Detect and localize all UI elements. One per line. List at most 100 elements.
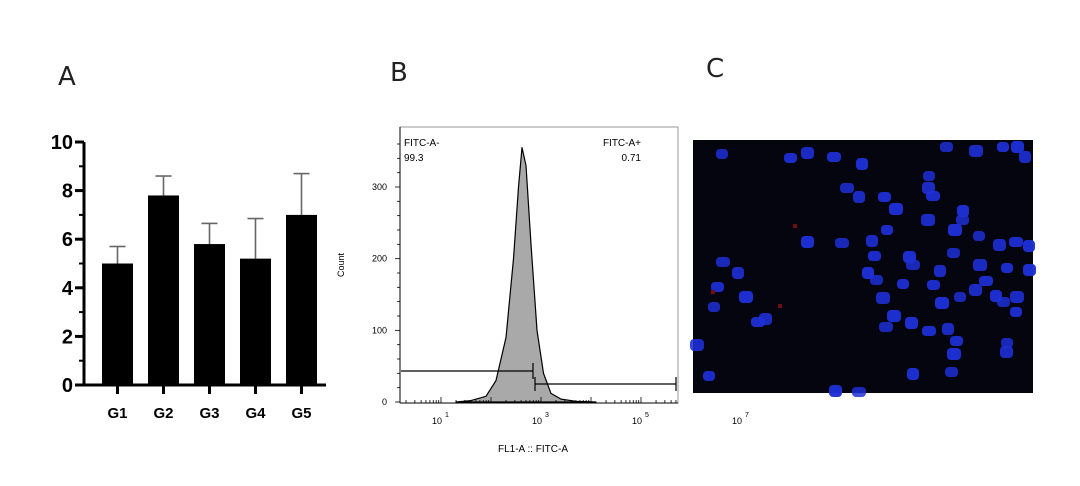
bar-y-tick-label: 2 — [62, 326, 73, 348]
nucleus — [926, 191, 940, 201]
bar-category-label: G3 — [199, 405, 219, 422]
nucleus — [1011, 141, 1024, 153]
nucleus — [905, 317, 918, 329]
nucleus — [739, 291, 753, 303]
histogram-x-tick-label: 10 — [432, 416, 442, 426]
nucleus — [868, 251, 881, 261]
histogram-y-tick-label: 0 — [382, 397, 387, 407]
nucleus — [907, 368, 919, 380]
red-speck — [778, 304, 782, 308]
red-speck — [793, 224, 797, 228]
histogram-x-tick-exponent: 3 — [545, 412, 549, 419]
bar-category-label: G1 — [107, 405, 127, 422]
nucleus — [881, 225, 893, 235]
bar-y-tick-labels: 0 2 4 6 8 10 — [51, 132, 74, 397]
histogram-x-tick-label: 10 — [632, 416, 642, 426]
nucleus — [947, 248, 960, 258]
histogram-area — [455, 147, 597, 403]
nucleus — [716, 257, 730, 267]
nucleus — [862, 267, 874, 279]
nucleus — [1010, 291, 1024, 303]
nucleus — [1019, 151, 1031, 163]
nucleus — [973, 259, 987, 271]
nucleus — [942, 323, 954, 335]
nucleus — [956, 215, 969, 225]
red-speck — [711, 290, 715, 294]
nucleus — [1009, 237, 1023, 247]
bar-y-tick-label: 10 — [51, 132, 73, 154]
nucleus — [784, 153, 797, 163]
nucleus — [876, 292, 890, 304]
nucleus — [1001, 338, 1013, 348]
nucleus — [922, 326, 936, 336]
micrograph — [690, 140, 1036, 397]
nucleus — [852, 387, 866, 397]
nucleus — [993, 239, 1006, 251]
gate-name-negative: FITC-A- — [404, 138, 440, 149]
histogram-y-axis-label: Count — [336, 253, 346, 278]
bar-y-tick-label: 4 — [62, 278, 74, 300]
nucleus — [979, 276, 993, 286]
micrograph-nuclei — [690, 141, 1036, 397]
bar-g1 — [102, 263, 133, 385]
nucleus — [935, 297, 949, 309]
nucleus — [954, 292, 966, 302]
bar-series — [102, 172, 317, 385]
bar-chart: 0 2 4 6 8 10 G1 G2 G3 G4 G5 — [51, 132, 326, 422]
histogram-y-tick-label: 200 — [372, 254, 387, 264]
nucleus — [1010, 307, 1022, 317]
nucleus — [947, 348, 961, 360]
nucleus — [1023, 264, 1036, 276]
nucleus — [945, 367, 958, 377]
nucleus — [856, 158, 868, 170]
nucleus — [690, 339, 704, 351]
nucleus — [870, 275, 883, 285]
nucleus — [716, 149, 728, 159]
nucleus — [879, 322, 893, 332]
bar-category-labels: G1 G2 G3 G4 G5 — [107, 405, 311, 422]
nucleus — [897, 279, 909, 289]
nucleus — [827, 152, 841, 162]
bar-y-tick-label: 6 — [62, 229, 73, 251]
histogram-x-tick-exponent: 7 — [745, 412, 749, 419]
bar-axes — [75, 140, 326, 394]
bar-g5 — [286, 214, 317, 385]
nucleus — [732, 267, 744, 279]
histogram-x-tick-exponent: 5 — [645, 412, 649, 419]
nucleus — [948, 224, 962, 236]
nucleus — [829, 385, 842, 397]
histogram-x-tick-label: 10 — [532, 416, 542, 426]
nucleus — [801, 147, 814, 159]
nucleus — [708, 302, 720, 312]
panel-label-c: C — [706, 54, 724, 84]
bar-category-label: G4 — [245, 405, 266, 422]
bar-g3 — [194, 244, 225, 385]
histogram-x-tick-exponent: 1 — [445, 412, 449, 419]
nucleus — [973, 231, 985, 241]
nucleus — [927, 280, 940, 290]
nucleus — [940, 142, 953, 152]
nucleus — [1000, 346, 1013, 358]
nucleus — [1023, 240, 1035, 252]
nucleus — [835, 238, 849, 248]
nucleus — [801, 236, 814, 248]
gate-value-positive: 0.71 — [622, 153, 642, 164]
nucleus — [921, 214, 935, 226]
bar-category-label: G5 — [291, 405, 311, 422]
nucleus — [853, 191, 865, 203]
nucleus — [969, 145, 983, 157]
nucleus — [906, 260, 920, 270]
nucleus — [934, 265, 946, 277]
nucleus — [1001, 263, 1013, 273]
nucleus — [950, 336, 963, 346]
gate-value-negative: 99.3 — [404, 153, 424, 164]
nucleus — [887, 310, 901, 322]
nucleus — [878, 192, 891, 202]
nucleus — [969, 284, 982, 296]
nucleus — [997, 297, 1010, 307]
panel-label-b: B — [390, 58, 408, 88]
nucleus — [957, 205, 969, 217]
